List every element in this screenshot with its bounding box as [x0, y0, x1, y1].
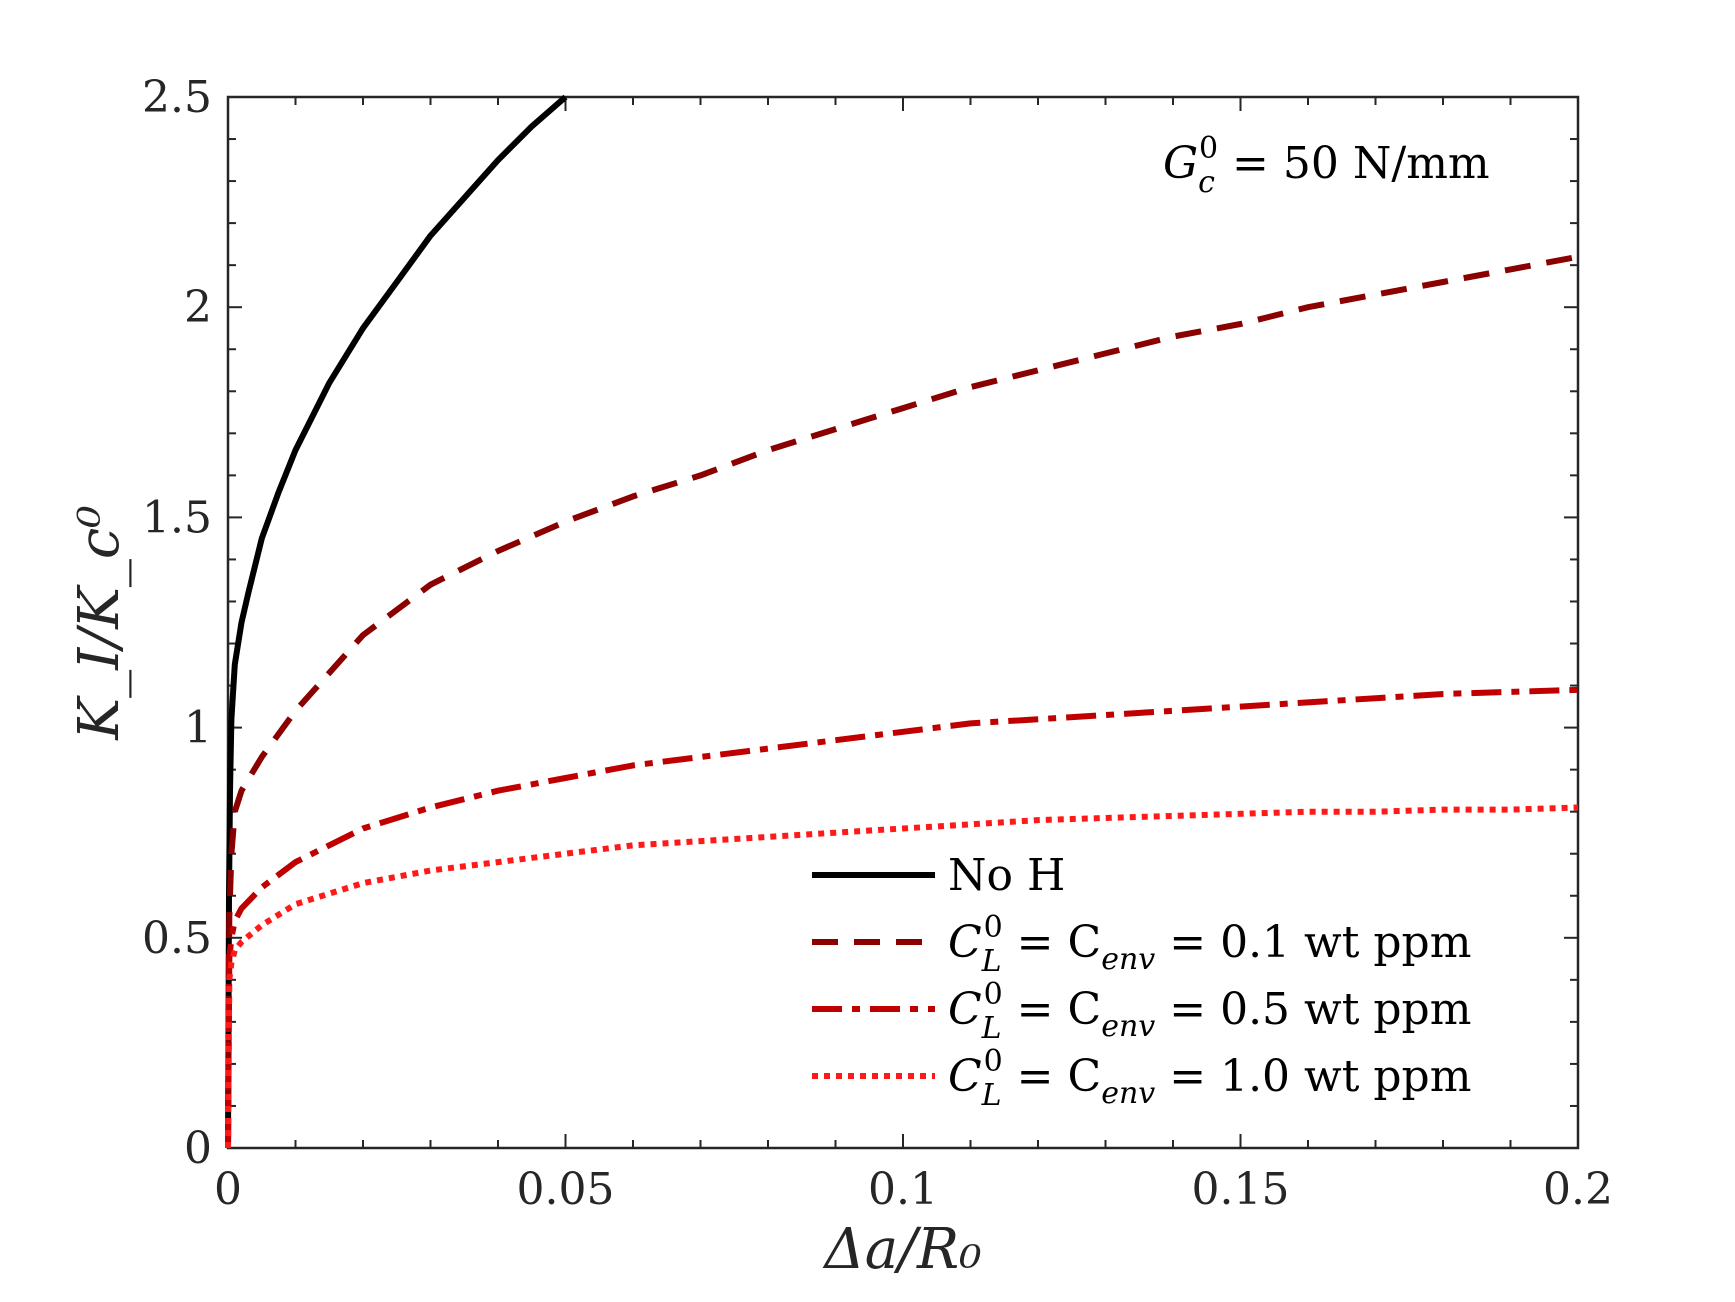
series-line-3 [225, 686, 1579, 1149]
plot-area [226, 95, 1580, 1150]
x-tick-label: 0 [214, 1164, 242, 1215]
legend-label-1: No H [948, 850, 1065, 901]
y-tick-label: 2 [184, 282, 212, 333]
legend-label-2: CL0 = Cenv = 0.1 wt ppm [948, 910, 1471, 979]
series-line-2 [225, 253, 1579, 1149]
y-tick-label: 1 [184, 703, 212, 754]
x-tick-label: 0.05 [517, 1164, 615, 1215]
axes-box [226, 95, 1580, 1150]
x-tick-label: 0.2 [1543, 1164, 1613, 1215]
y-tick-label: 1.5 [142, 492, 212, 543]
y-tick-label: 0 [184, 1123, 212, 1174]
y-tick-label: 2.5 [142, 72, 212, 123]
x-tick-label: 0.1 [868, 1164, 938, 1215]
y-tick-label: 0.5 [142, 913, 212, 964]
legend-label-3: CL0 = Cenv = 0.5 wt ppm [948, 977, 1471, 1046]
tick-labels: 0 0.05 0.1 0.15 0.2 0 0.5 1 1.5 2 2.5 [142, 72, 1613, 1215]
series-group [225, 94, 1579, 1149]
x-tick-label: 0.15 [1192, 1164, 1290, 1215]
x-axis-title: Δa/R₀ [822, 1217, 981, 1282]
series-line-1 [225, 94, 568, 1149]
y-axis-title: K_I/K_c⁰ [67, 505, 132, 740]
annotation-gc0: Gc0 = 50 N/mm [1163, 131, 1490, 200]
legend-label-4: CL0 = Cenv = 1.0 wt ppm [948, 1044, 1471, 1113]
